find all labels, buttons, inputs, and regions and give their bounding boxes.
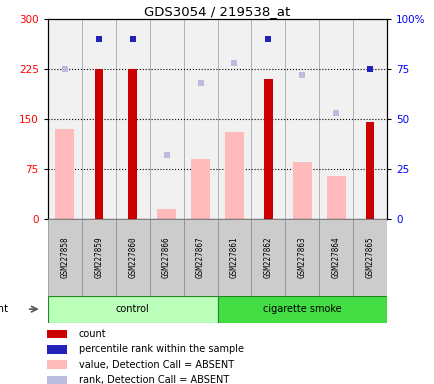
Bar xyxy=(352,219,386,296)
Text: GSM227859: GSM227859 xyxy=(94,237,103,278)
Bar xyxy=(128,69,137,219)
Bar xyxy=(183,219,217,296)
Bar xyxy=(326,175,345,219)
Bar xyxy=(115,19,149,219)
Bar xyxy=(352,19,386,219)
Bar xyxy=(285,219,319,296)
Bar xyxy=(82,19,115,219)
Text: GSM227858: GSM227858 xyxy=(60,237,69,278)
Text: GSM227865: GSM227865 xyxy=(365,237,374,278)
Bar xyxy=(48,219,82,296)
Bar xyxy=(319,19,352,219)
Bar xyxy=(293,162,311,219)
Bar xyxy=(94,69,103,219)
Text: GSM227861: GSM227861 xyxy=(230,237,238,278)
Text: GSM227863: GSM227863 xyxy=(297,237,306,278)
Bar xyxy=(82,219,115,296)
Bar xyxy=(149,19,183,219)
Text: value, Detection Call = ABSENT: value, Detection Call = ABSENT xyxy=(79,360,233,370)
Bar xyxy=(191,159,209,219)
Bar xyxy=(183,19,217,219)
Bar xyxy=(47,345,67,354)
Title: GDS3054 / 219538_at: GDS3054 / 219538_at xyxy=(144,5,290,18)
Bar xyxy=(285,19,319,219)
Bar xyxy=(263,79,272,219)
Text: rank, Detection Call = ABSENT: rank, Detection Call = ABSENT xyxy=(79,375,228,384)
Bar xyxy=(47,361,67,369)
Text: GSM227860: GSM227860 xyxy=(128,237,137,278)
Text: count: count xyxy=(79,329,106,339)
Text: cigarette smoke: cigarette smoke xyxy=(263,304,341,314)
Bar xyxy=(319,219,352,296)
Text: GSM227862: GSM227862 xyxy=(263,237,272,278)
Text: GSM227866: GSM227866 xyxy=(162,237,171,278)
Bar xyxy=(48,19,82,219)
Text: GSM227864: GSM227864 xyxy=(331,237,340,278)
Text: percentile rank within the sample: percentile rank within the sample xyxy=(79,344,243,354)
Bar xyxy=(225,132,243,219)
Bar xyxy=(47,376,67,384)
Bar xyxy=(149,219,183,296)
Bar xyxy=(56,129,74,219)
Bar xyxy=(217,19,251,219)
Bar xyxy=(115,219,149,296)
Bar xyxy=(217,219,251,296)
Bar xyxy=(217,296,386,323)
Bar xyxy=(251,219,285,296)
Bar xyxy=(157,209,175,219)
Bar xyxy=(365,122,374,219)
Text: GSM227867: GSM227867 xyxy=(196,237,204,278)
Bar xyxy=(251,19,285,219)
Text: control: control xyxy=(115,304,149,314)
Bar xyxy=(47,330,67,338)
Text: agent: agent xyxy=(0,304,9,314)
Bar xyxy=(48,296,217,323)
